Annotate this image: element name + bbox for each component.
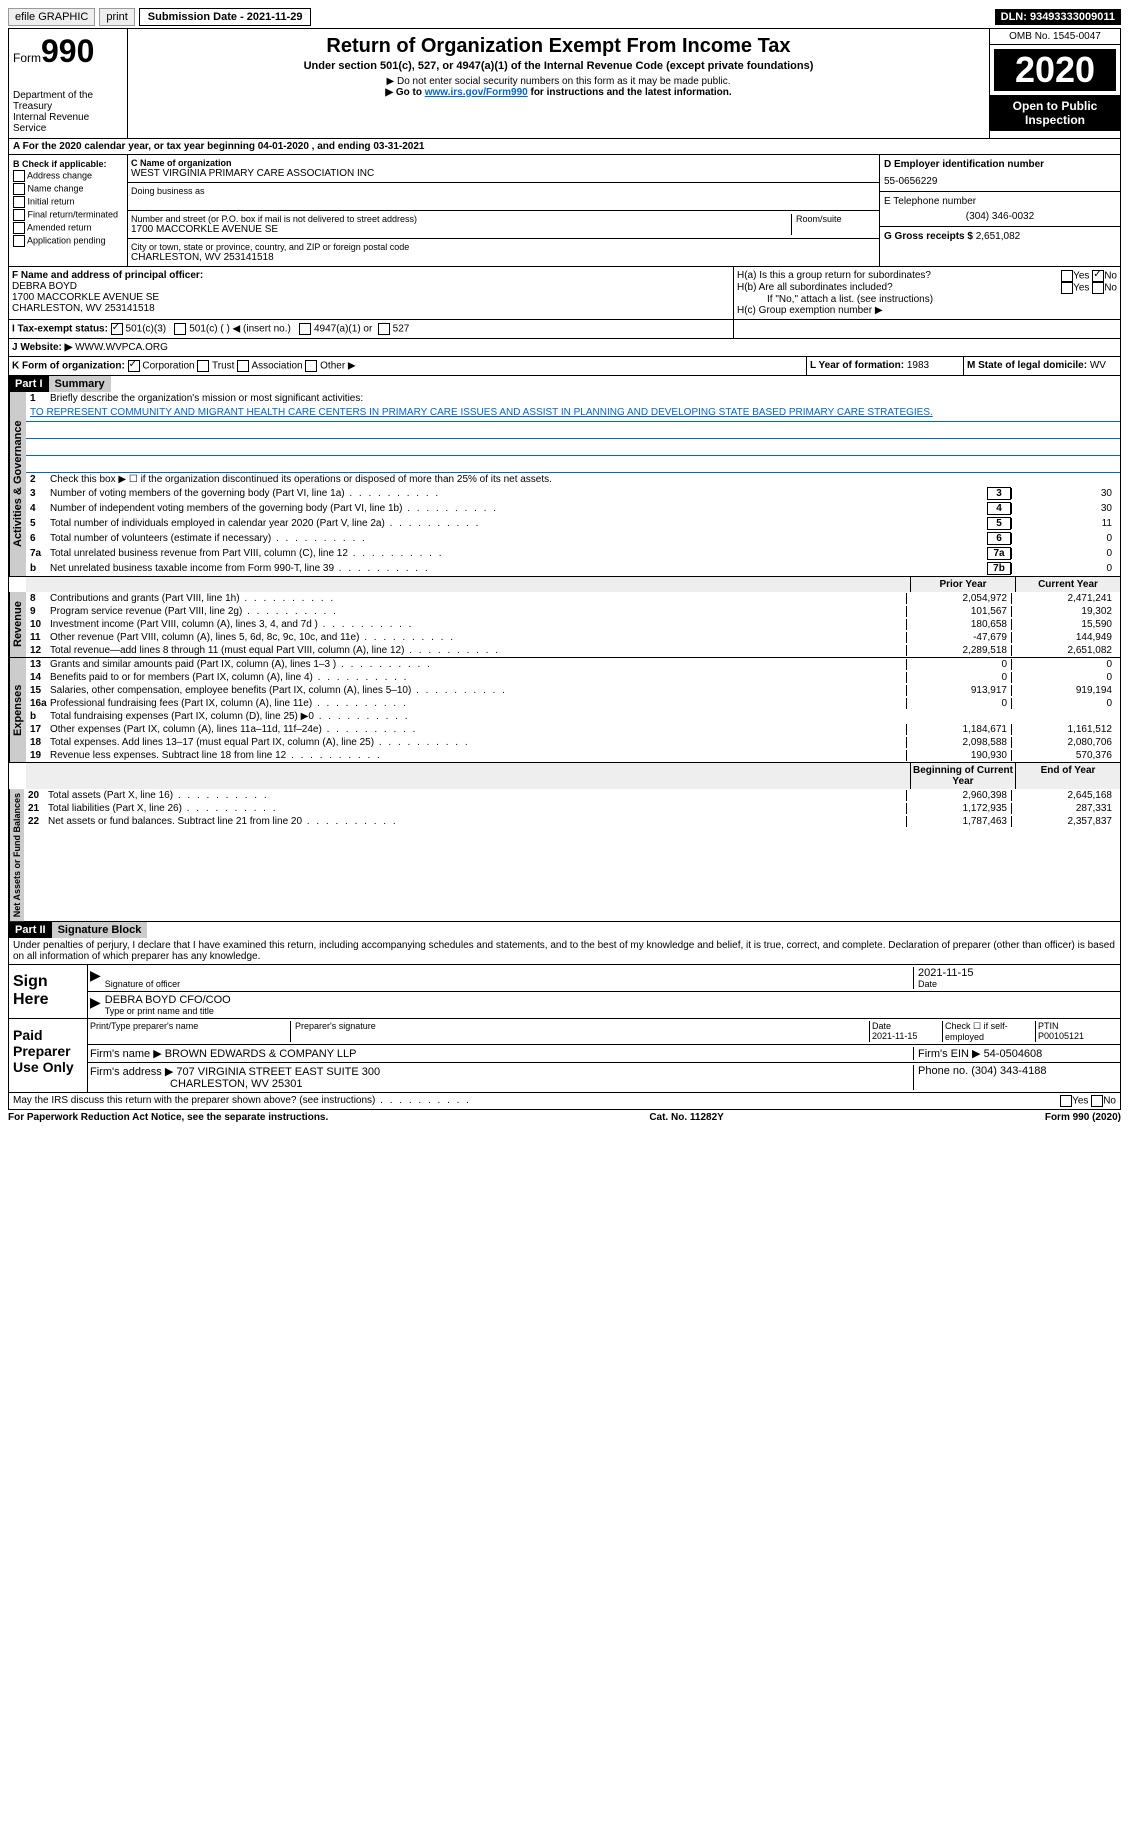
open-inspection: Open to Public Inspection (990, 95, 1120, 131)
line-4: 4Number of independent voting members of… (26, 501, 1120, 516)
part2-title: Signature Block (52, 922, 148, 938)
line-5: 5Total number of individuals employed in… (26, 516, 1120, 531)
line-19: 19Revenue less expenses. Subtract line 1… (26, 749, 1120, 762)
line-11: 11Other revenue (Part VIII, column (A), … (26, 631, 1120, 644)
box-m-state: M State of legal domicile: WV (964, 357, 1120, 375)
line-3: 3Number of voting members of the governi… (26, 486, 1120, 501)
tab-expenses: Expenses (9, 658, 26, 762)
tab-net-assets: Net Assets or Fund Balances (9, 789, 24, 921)
line-b: bTotal fundraising expenses (Part IX, co… (26, 710, 1120, 723)
paid-preparer-label: Paid Preparer Use Only (9, 1019, 88, 1092)
tax-year: 2020 (990, 45, 1120, 95)
pra-notice: For Paperwork Reduction Act Notice, see … (8, 1112, 328, 1123)
line-15: 15Salaries, other compensation, employee… (26, 684, 1120, 697)
form-number: Form990 (13, 33, 123, 70)
line-8: 8Contributions and grants (Part VIII, li… (26, 592, 1120, 605)
dln: DLN: 93493333009011 (995, 9, 1121, 25)
org-name-row: C Name of organization WEST VIRGINIA PRI… (128, 155, 879, 183)
part1-header: Part I (9, 376, 49, 392)
col-current: Current Year (1015, 577, 1120, 592)
box-i-status: I Tax-exempt status: 501(c)(3) 501(c) ( … (9, 320, 734, 338)
arrow-icon: ▶ (90, 967, 101, 989)
line-13: 13Grants and similar amounts paid (Part … (26, 658, 1120, 671)
box-l-year: L Year of formation: 1983 (807, 357, 964, 375)
dept-treasury: Department of the Treasury (13, 90, 123, 112)
address-row: Number and street (or P.O. box if mail i… (128, 211, 879, 239)
omb-number: OMB No. 1545-0047 (990, 29, 1120, 45)
line-20: 20Total assets (Part X, line 16)2,960,39… (24, 789, 1120, 802)
line-b: bNet unrelated business taxable income f… (26, 561, 1120, 576)
discuss-question: May the IRS discuss this return with the… (13, 1095, 1060, 1107)
sign-here-label: Sign Here (9, 965, 88, 1018)
goto-link-row: ▶ Go to www.irs.gov/Form990 for instruct… (132, 87, 985, 98)
col-beginning: Beginning of Current Year (910, 763, 1015, 789)
dba-row: Doing business as (128, 183, 879, 211)
irs-link[interactable]: www.irs.gov/Form990 (425, 87, 528, 98)
line-10: 10Investment income (Part VIII, column (… (26, 618, 1120, 631)
arrow-icon: ▶ (90, 994, 101, 1016)
box-e-phone: E Telephone number (304) 346-0032 (880, 192, 1120, 227)
form-subtitle: Under section 501(c), 527, or 4947(a)(1)… (132, 60, 985, 72)
col-end: End of Year (1015, 763, 1120, 789)
perjury-declaration: Under penalties of perjury, I declare th… (9, 938, 1120, 964)
row-a-tax-year: A For the 2020 calendar year, or tax yea… (8, 139, 1121, 155)
city-row: City or town, state or province, country… (128, 239, 879, 266)
part1-title: Summary (49, 376, 111, 392)
line-7a: 7aTotal unrelated business revenue from … (26, 546, 1120, 561)
line-6: 6Total number of volunteers (estimate if… (26, 531, 1120, 546)
box-d-ein: D Employer identification number 55-0656… (880, 155, 1120, 192)
line-22: 22Net assets or fund balances. Subtract … (24, 815, 1120, 828)
line-17: 17Other expenses (Part IX, column (A), l… (26, 723, 1120, 736)
tab-revenue: Revenue (9, 592, 26, 657)
efile-button[interactable]: efile GRAPHIC (8, 8, 95, 26)
part2-header: Part II (9, 922, 52, 938)
box-h: H(a) Is this a group return for subordin… (734, 267, 1120, 319)
line-12: 12Total revenue—add lines 8 through 11 (… (26, 644, 1120, 657)
catalog-number: Cat. No. 11282Y (649, 1112, 723, 1123)
ssn-warning: ▶ Do not enter social security numbers o… (132, 76, 985, 87)
box-k-form-org: K Form of organization: Corporation Trus… (9, 357, 807, 375)
dept-irs: Internal Revenue Service (13, 112, 123, 134)
box-j-website: J Website: ▶ WWW.WVPCA.ORG (9, 339, 1120, 356)
mission-text: TO REPRESENT COMMUNITY AND MIGRANT HEALT… (26, 405, 1120, 422)
form-title: Return of Organization Exempt From Incom… (132, 35, 985, 58)
box-f-officer: F Name and address of principal officer:… (9, 267, 734, 319)
line-21: 21Total liabilities (Part X, line 26)1,1… (24, 802, 1120, 815)
line-9: 9Program service revenue (Part VIII, lin… (26, 605, 1120, 618)
submission-date: Submission Date - 2021-11-29 (139, 8, 312, 26)
box-g-receipts: G Gross receipts $ 2,651,082 (880, 227, 1120, 246)
print-button[interactable]: print (99, 8, 134, 26)
col-prior: Prior Year (910, 577, 1015, 592)
line-18: 18Total expenses. Add lines 13–17 (must … (26, 736, 1120, 749)
tab-governance: Activities & Governance (9, 392, 26, 576)
line-14: 14Benefits paid to or for members (Part … (26, 671, 1120, 684)
line-16a: 16aProfessional fundraising fees (Part I… (26, 697, 1120, 710)
form-footer: Form 990 (2020) (1045, 1112, 1121, 1123)
box-b: B Check if applicable: Address change Na… (9, 155, 128, 266)
form-header: Form990 Department of the Treasury Inter… (8, 28, 1121, 139)
